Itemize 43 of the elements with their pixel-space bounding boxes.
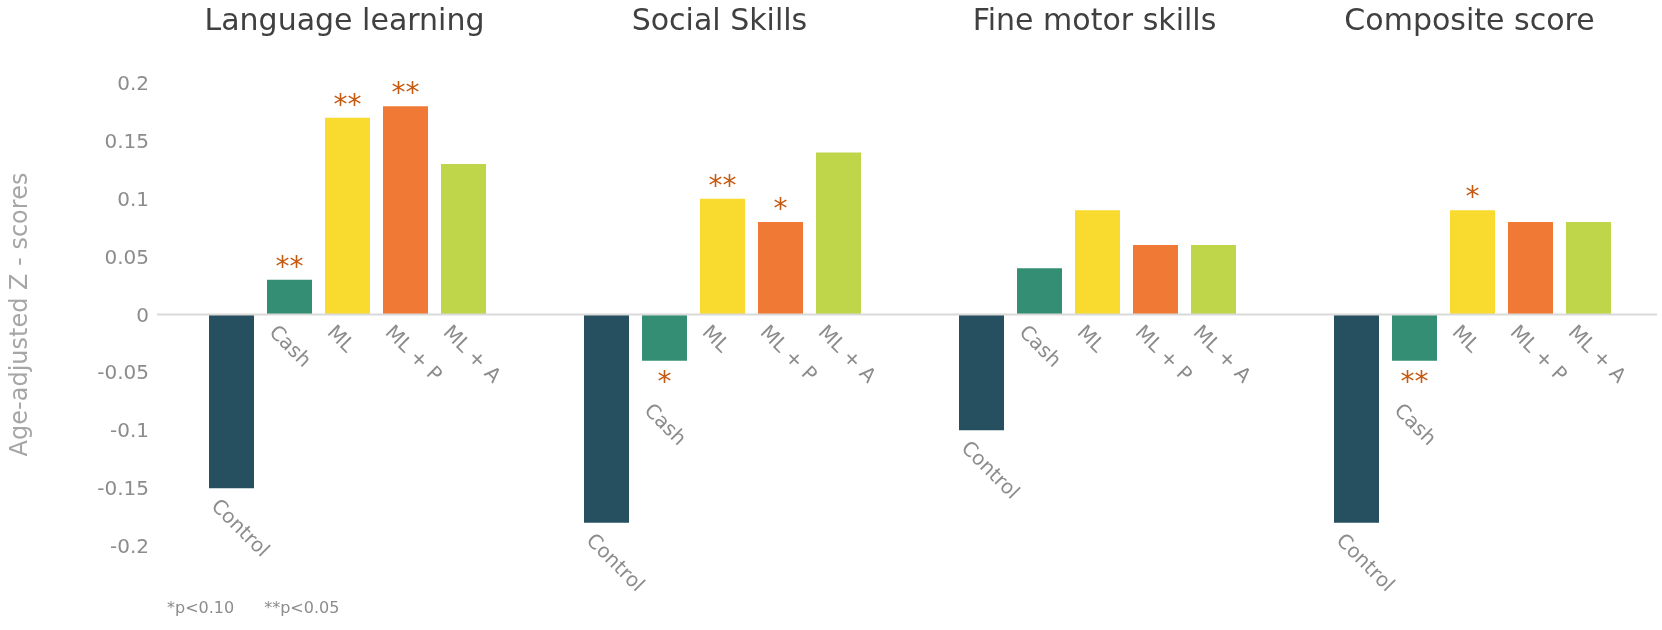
y-tick-label: 0.2 [117, 71, 149, 96]
bar [584, 314, 629, 523]
chart-title: Social Skills [630, 2, 809, 37]
y-tick-label: -0.2 [109, 534, 149, 559]
bar [441, 164, 486, 315]
x-tick-label: ML [322, 319, 361, 358]
x-tick-label: ML [1447, 319, 1486, 358]
bar [758, 221, 803, 315]
bar [1017, 268, 1062, 315]
bar [700, 198, 745, 315]
bar [959, 314, 1004, 431]
y-axis-title: Age-adjusted Z - scores [4, 172, 33, 457]
data-label: ** [275, 249, 304, 283]
data-label: * [1465, 180, 1480, 214]
data-label: ** [708, 168, 737, 202]
data-label: * [773, 191, 788, 225]
bar [816, 152, 861, 315]
bar [267, 279, 312, 315]
y-tick-label: 0 [136, 302, 149, 327]
bar [1075, 210, 1120, 315]
bar [1191, 245, 1236, 315]
text: **p<0.05 [264, 598, 340, 617]
data-label: * [657, 364, 672, 398]
bar [642, 314, 687, 361]
x-tick-label: ML [697, 319, 736, 358]
y-tick-label: -0.15 [97, 476, 149, 501]
bar [209, 314, 254, 489]
bar [383, 106, 428, 315]
x-tick-label: ML [1072, 319, 1111, 358]
data-label: ** [391, 76, 420, 110]
bar [1133, 245, 1178, 315]
y-tick-label: 0.05 [104, 244, 149, 269]
y-tick-label: 0.1 [117, 186, 149, 211]
text: *p<0.10 [167, 598, 235, 617]
y-tick-label: -0.1 [109, 418, 149, 443]
chart-title: Language learning [203, 2, 486, 37]
data-label: ** [1400, 364, 1429, 398]
chart-title: Fine motor skills [971, 2, 1218, 37]
bar [325, 117, 370, 315]
y-tick-label: -0.05 [97, 360, 149, 385]
chart-title: Composite score [1343, 2, 1596, 37]
y-tick-label: 0.15 [104, 128, 149, 153]
data-label: ** [333, 87, 362, 121]
